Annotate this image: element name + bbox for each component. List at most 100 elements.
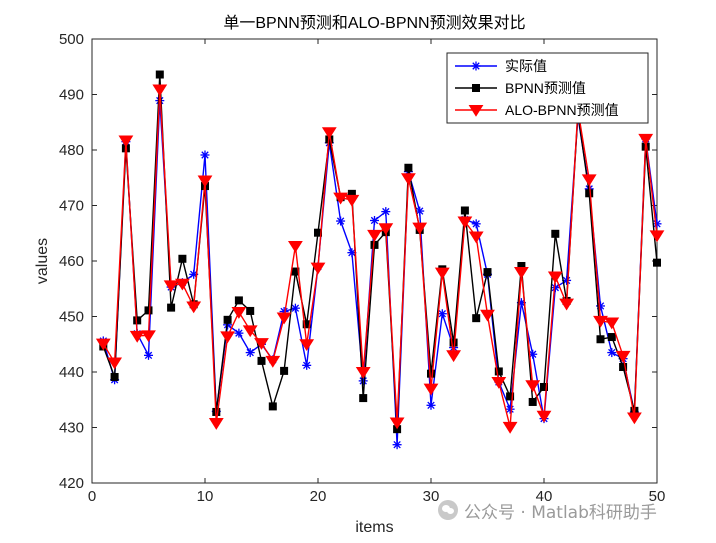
data-point xyxy=(234,296,243,305)
data-point xyxy=(223,315,232,324)
data-point xyxy=(626,412,642,425)
data-point xyxy=(449,338,458,347)
data-point xyxy=(536,410,552,423)
data-point xyxy=(502,421,518,434)
data-point xyxy=(437,309,447,319)
data-point xyxy=(585,189,594,198)
data-point xyxy=(257,356,266,365)
data-point xyxy=(525,380,541,393)
data-point xyxy=(299,339,315,352)
data-point xyxy=(110,372,119,381)
data-point xyxy=(404,163,413,172)
data-point xyxy=(265,355,281,368)
data-point xyxy=(551,229,560,238)
watermark-text: 公众号 · Matlab科研助手 xyxy=(464,502,657,523)
data-point xyxy=(389,417,405,430)
data-point xyxy=(471,219,481,229)
data-point xyxy=(107,357,123,370)
data-point xyxy=(246,306,255,315)
data-point xyxy=(287,240,303,253)
legend-marker xyxy=(468,104,484,117)
data-point xyxy=(220,331,236,344)
y-tick-label: 450 xyxy=(59,309,84,326)
data-point xyxy=(367,229,382,242)
data-point xyxy=(400,173,416,186)
data-point xyxy=(528,397,537,406)
data-point xyxy=(290,303,300,313)
data-point xyxy=(415,206,425,216)
data-point xyxy=(494,367,503,376)
y-tick-label: 480 xyxy=(59,142,84,159)
data-point xyxy=(276,312,292,325)
data-point xyxy=(118,135,134,148)
data-point xyxy=(133,316,142,325)
data-point xyxy=(355,366,371,379)
y-tick-label: 440 xyxy=(59,364,84,381)
legend-label: BPNN预测值 xyxy=(505,80,586,96)
data-point xyxy=(638,133,654,146)
legend: 实际值 BPNN预测值 ALO-BPNN预测值 xyxy=(446,52,649,124)
y-tick-label: 430 xyxy=(59,420,84,437)
data-point xyxy=(559,298,575,311)
wechat-icon xyxy=(438,500,458,520)
data-point xyxy=(359,394,368,403)
data-point xyxy=(540,382,548,391)
data-point xyxy=(208,418,224,430)
data-point xyxy=(505,404,515,414)
data-point xyxy=(423,383,439,396)
watermark: 公众号 · Matlab科研助手 xyxy=(438,498,708,523)
data-point xyxy=(426,400,436,410)
data-point xyxy=(344,194,360,207)
data-point xyxy=(468,231,484,244)
data-point xyxy=(178,254,187,263)
data-point xyxy=(144,306,153,315)
y-tick-label: 420 xyxy=(59,475,84,492)
data-point xyxy=(460,206,469,215)
data-point xyxy=(302,360,312,370)
data-point xyxy=(446,350,462,363)
data-point xyxy=(381,207,391,217)
data-point xyxy=(268,402,277,411)
data-point xyxy=(472,314,481,323)
chart-title: 单一BPNN预测和ALO-BPNN预测效果对比 xyxy=(223,14,525,32)
x-tick-label: 40 xyxy=(536,488,553,505)
data-point xyxy=(378,223,394,236)
x-tick-label: 50 xyxy=(649,488,666,505)
data-point xyxy=(434,267,450,280)
data-point xyxy=(129,330,145,343)
data-point xyxy=(619,363,628,372)
data-point xyxy=(607,333,616,342)
data-point xyxy=(95,338,111,351)
data-point xyxy=(336,216,346,226)
data-point xyxy=(615,350,631,363)
data-point xyxy=(593,315,608,328)
y-tick-label: 460 xyxy=(59,253,84,270)
data-point xyxy=(245,348,255,358)
data-point xyxy=(480,309,495,322)
data-point xyxy=(254,338,269,350)
y-tick-label: 490 xyxy=(59,87,84,104)
y-tick-label: 500 xyxy=(59,31,84,48)
data-point xyxy=(457,216,473,229)
data-point xyxy=(174,278,190,291)
data-point xyxy=(596,335,605,344)
data-point xyxy=(649,230,665,243)
data-point xyxy=(333,192,349,205)
data-point xyxy=(155,70,164,79)
data-point xyxy=(547,271,563,284)
x-tick-label: 0 xyxy=(88,488,96,505)
x-tick-label: 20 xyxy=(310,488,327,505)
data-point xyxy=(321,127,337,140)
data-point xyxy=(280,366,289,375)
data-point xyxy=(310,262,326,275)
legend-marker xyxy=(471,61,481,71)
data-point xyxy=(231,307,247,319)
data-point xyxy=(412,222,428,235)
data-point xyxy=(491,376,507,389)
data-point xyxy=(392,440,402,450)
data-point xyxy=(370,215,379,225)
data-point xyxy=(167,303,176,312)
data-point xyxy=(653,258,661,267)
x-tick-label: 10 xyxy=(197,488,214,505)
